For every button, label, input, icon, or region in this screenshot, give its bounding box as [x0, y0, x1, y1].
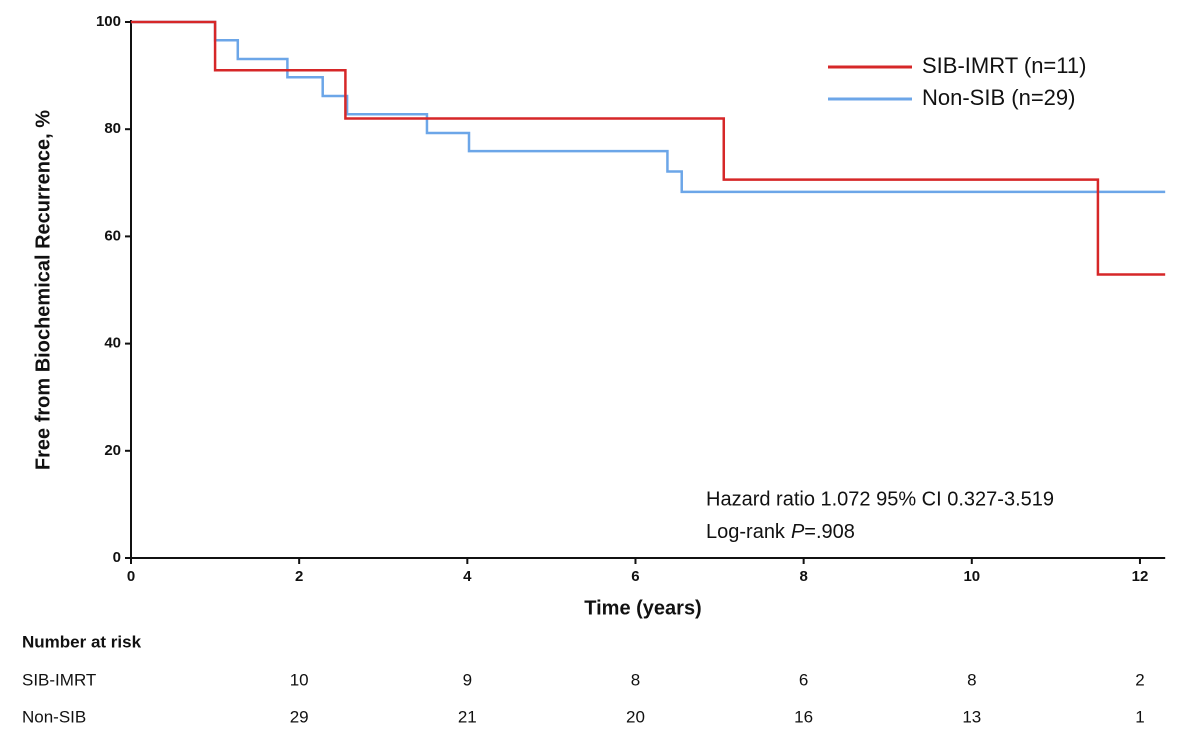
risk-row-label: Non-SIB	[22, 707, 86, 726]
x-tick-label: 12	[1132, 568, 1149, 585]
y-tick-label: 20	[104, 442, 121, 459]
risk-count: 9	[463, 670, 472, 689]
x-tick-label: 0	[127, 568, 135, 585]
risk-count: 29	[290, 707, 309, 726]
risk-row-label: SIB-IMRT	[22, 670, 96, 689]
survival-curve	[131, 20, 1166, 194]
p-value: =.908	[804, 521, 855, 543]
x-tick-label: 6	[631, 568, 639, 585]
risk-table-title: Number at risk	[22, 632, 142, 651]
risk-count: 16	[794, 707, 813, 726]
y-tick-label: 0	[113, 549, 121, 566]
log-rank: Log-rank P=.908	[706, 521, 855, 543]
legend-label: SIB-IMRT (n=11)	[922, 53, 1086, 78]
risk-count: 6	[799, 670, 808, 689]
y-axis-label: Free from Biochemical Recurrence, %	[32, 110, 54, 470]
risk-count: 20	[626, 707, 645, 726]
log-rank-label: Log-rank	[706, 521, 786, 543]
risk-count: 8	[967, 670, 976, 689]
risk-count: 13	[962, 707, 981, 726]
risk-count: 8	[631, 670, 640, 689]
risk-count: 10	[290, 670, 309, 689]
risk-count: 1	[1135, 707, 1144, 726]
x-tick-label: 10	[963, 568, 980, 585]
y-tick-label: 80	[104, 120, 121, 137]
x-tick-label: 2	[295, 568, 303, 585]
risk-count: 21	[458, 707, 477, 726]
y-tick-label: 100	[96, 13, 121, 30]
survival-curve	[131, 20, 1166, 276]
hazard-ratio: Hazard ratio 1.072 95% CI 0.327-3.519	[706, 488, 1054, 510]
y-tick-label: 60	[104, 227, 121, 244]
y-tick-label: 40	[104, 335, 121, 352]
x-tick-label: 4	[463, 568, 472, 585]
x-tick-label: 8	[799, 568, 807, 585]
risk-count: 2	[1135, 670, 1144, 689]
legend-label: Non-SIB (n=29)	[922, 85, 1075, 110]
p-label: P	[791, 521, 805, 543]
x-axis-label: Time (years)	[584, 597, 701, 619]
